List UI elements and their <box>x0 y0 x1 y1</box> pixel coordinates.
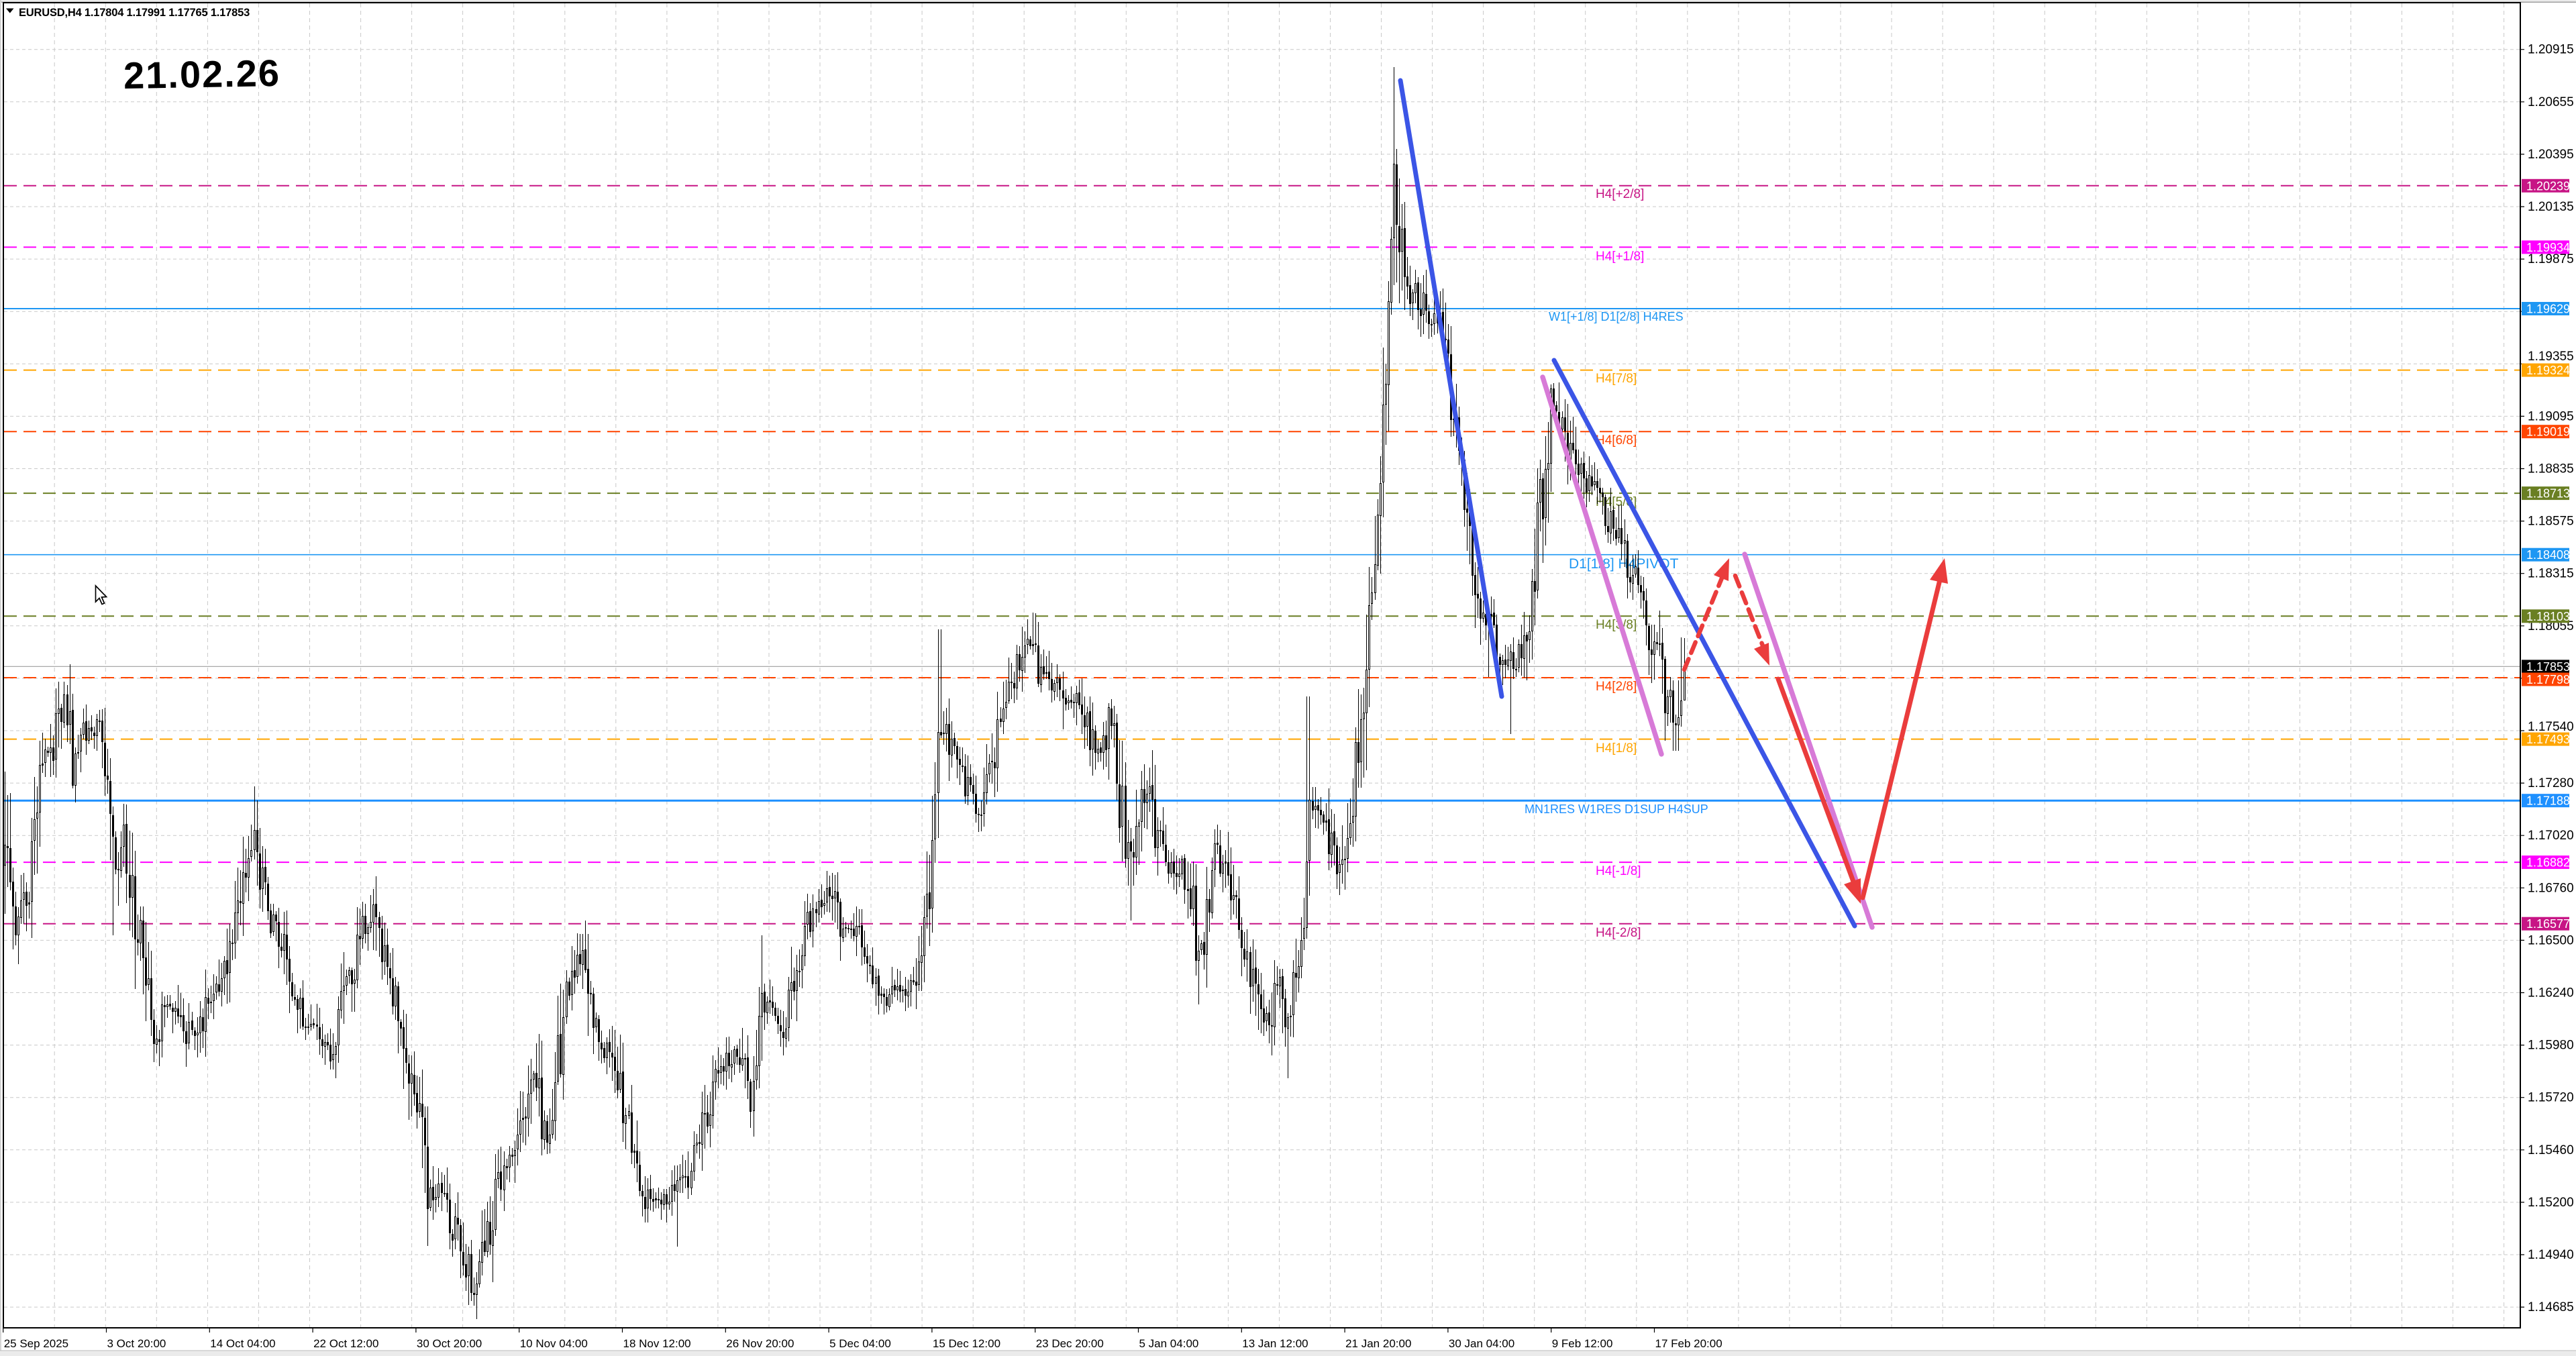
svg-text:1.16577: 1.16577 <box>2526 917 2570 931</box>
svg-text:1.20915: 1.20915 <box>2528 43 2574 57</box>
svg-text:1.15720: 1.15720 <box>2528 1091 2574 1105</box>
svg-text:22 Oct 12:00: 22 Oct 12:00 <box>313 1337 378 1350</box>
svg-text:5 Dec 04:00: 5 Dec 04:00 <box>829 1337 891 1350</box>
svg-text:30 Jan 04:00: 30 Jan 04:00 <box>1449 1337 1514 1350</box>
svg-text:18 Nov 12:00: 18 Nov 12:00 <box>623 1337 691 1350</box>
svg-text:1.20239: 1.20239 <box>2526 179 2570 193</box>
svg-text:1.19629: 1.19629 <box>2526 303 2570 316</box>
svg-text:1.19875: 1.19875 <box>2528 252 2574 266</box>
svg-text:H4[+1/8]: H4[+1/8] <box>1596 250 1644 264</box>
svg-text:H4[6/8]: H4[6/8] <box>1596 433 1637 448</box>
svg-text:H4[-2/8]: H4[-2/8] <box>1596 926 1641 940</box>
svg-text:1.18835: 1.18835 <box>2528 462 2574 476</box>
svg-text:1.17493: 1.17493 <box>2526 733 2570 746</box>
svg-text:W1[+1/8] D1[2/8] H4RES: W1[+1/8] D1[2/8] H4RES <box>1549 310 1684 323</box>
svg-text:1.16240: 1.16240 <box>2528 986 2574 1000</box>
svg-text:1.15200: 1.15200 <box>2528 1196 2574 1210</box>
svg-text:H4[3/8]: H4[3/8] <box>1596 618 1637 632</box>
svg-text:21.02.26: 21.02.26 <box>123 52 280 97</box>
svg-text:1.17853: 1.17853 <box>2526 660 2570 674</box>
svg-text:26 Nov 20:00: 26 Nov 20:00 <box>726 1337 794 1350</box>
svg-text:D1[1/8] H4PIVOT: D1[1/8] H4PIVOT <box>1569 556 1679 572</box>
svg-text:1.19324: 1.19324 <box>2526 364 2570 377</box>
svg-text:9 Feb 12:00: 9 Feb 12:00 <box>1552 1337 1613 1350</box>
svg-text:1.16500: 1.16500 <box>2528 933 2574 947</box>
svg-text:1.18103: 1.18103 <box>2526 610 2570 623</box>
svg-text:1.19355: 1.19355 <box>2528 350 2574 364</box>
svg-text:H4[-1/8]: H4[-1/8] <box>1596 864 1641 878</box>
svg-text:23 Dec 20:00: 23 Dec 20:00 <box>1036 1337 1104 1350</box>
svg-text:30 Oct 20:00: 30 Oct 20:00 <box>417 1337 482 1350</box>
svg-text:15 Dec 12:00: 15 Dec 12:00 <box>933 1337 1000 1350</box>
svg-text:MN1RES W1RES D1SUP H4SUP: MN1RES W1RES D1SUP H4SUP <box>1525 802 1708 816</box>
svg-text:13 Jan 12:00: 13 Jan 12:00 <box>1242 1337 1308 1350</box>
svg-text:1.14685: 1.14685 <box>2528 1300 2574 1314</box>
svg-text:1.14940: 1.14940 <box>2528 1248 2574 1262</box>
svg-text:1.16760: 1.16760 <box>2528 881 2574 895</box>
svg-text:1.18408: 1.18408 <box>2526 548 2570 562</box>
svg-text:10 Nov 04:00: 10 Nov 04:00 <box>520 1337 588 1350</box>
svg-text:1.19934: 1.19934 <box>2526 241 2570 254</box>
svg-text:21 Jan 20:00: 21 Jan 20:00 <box>1345 1337 1411 1350</box>
svg-text:25 Sep 2025: 25 Sep 2025 <box>4 1337 68 1350</box>
svg-text:H4[2/8]: H4[2/8] <box>1596 680 1637 694</box>
svg-text:H4[+2/8]: H4[+2/8] <box>1596 187 1644 201</box>
svg-text:1.17798: 1.17798 <box>2526 673 2570 686</box>
svg-text:H4[7/8]: H4[7/8] <box>1596 372 1637 386</box>
svg-text:5 Jan 04:00: 5 Jan 04:00 <box>1139 1337 1199 1350</box>
svg-text:17 Feb 20:00: 17 Feb 20:00 <box>1655 1337 1722 1350</box>
svg-text:1.20395: 1.20395 <box>2528 148 2574 162</box>
svg-text:1.19095: 1.19095 <box>2528 409 2574 423</box>
svg-text:1.17540: 1.17540 <box>2528 720 2574 734</box>
svg-text:14 Oct 04:00: 14 Oct 04:00 <box>210 1337 275 1350</box>
svg-text:EURUSD,H4 1.17804 1.17991 1.1: EURUSD,H4 1.17804 1.17991 1.17765 1.1785… <box>19 7 250 19</box>
svg-text:1.19019: 1.19019 <box>2526 425 2570 439</box>
svg-text:1.18315: 1.18315 <box>2528 567 2574 581</box>
svg-text:1.17280: 1.17280 <box>2528 776 2574 790</box>
svg-text:1.15460: 1.15460 <box>2528 1143 2574 1157</box>
svg-text:H4[1/8]: H4[1/8] <box>1596 741 1637 755</box>
svg-text:3 Oct 20:00: 3 Oct 20:00 <box>107 1337 166 1350</box>
svg-text:1.18713: 1.18713 <box>2526 487 2570 501</box>
svg-text:1.18575: 1.18575 <box>2528 515 2574 529</box>
svg-text:1.20135: 1.20135 <box>2528 200 2574 214</box>
svg-text:1.16882: 1.16882 <box>2526 856 2570 870</box>
svg-text:1.20655: 1.20655 <box>2528 95 2574 109</box>
svg-text:1.17188: 1.17188 <box>2526 794 2570 808</box>
svg-text:1.15980: 1.15980 <box>2528 1039 2574 1053</box>
svg-text:1.17020: 1.17020 <box>2528 829 2574 843</box>
